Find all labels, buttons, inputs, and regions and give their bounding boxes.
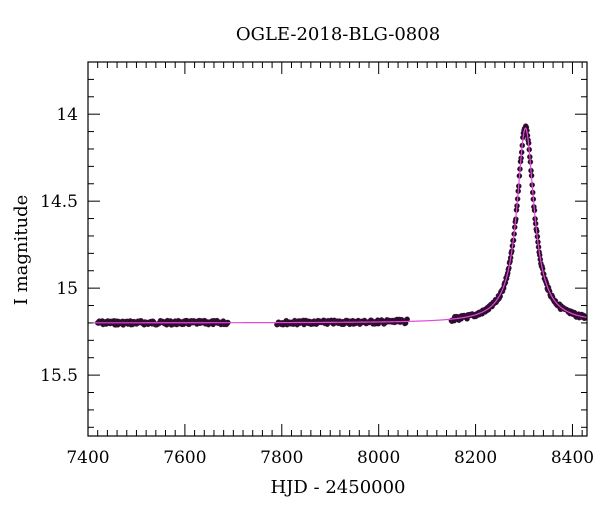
chart-title: OGLE-2018-BLG-0808 <box>236 24 440 45</box>
axis-tick-labels: 7400 7600 7800 8000 8200 8400 14 14.5 15 15.5 <box>40 105 594 468</box>
y-tick-label: 15 <box>56 279 78 299</box>
model-curve <box>92 127 588 324</box>
axis-ticks <box>87 61 587 436</box>
x-tick-label: 8400 <box>551 448 594 468</box>
y-tick-label: 14 <box>56 105 78 125</box>
y-axis-label: I magnitude <box>11 195 32 306</box>
data-points <box>94 123 588 328</box>
x-tick-label: 8000 <box>357 448 400 468</box>
x-tick-label: 7800 <box>260 448 303 468</box>
plot-frame <box>87 61 588 437</box>
y-tick-label: 14.5 <box>40 192 78 212</box>
x-tick-label: 8200 <box>454 448 497 468</box>
x-axis-label: HJD - 2450000 <box>270 477 405 498</box>
y-tick-label: 15.5 <box>40 366 78 386</box>
x-tick-label: 7400 <box>66 448 109 468</box>
x-tick-label: 7600 <box>163 448 206 468</box>
